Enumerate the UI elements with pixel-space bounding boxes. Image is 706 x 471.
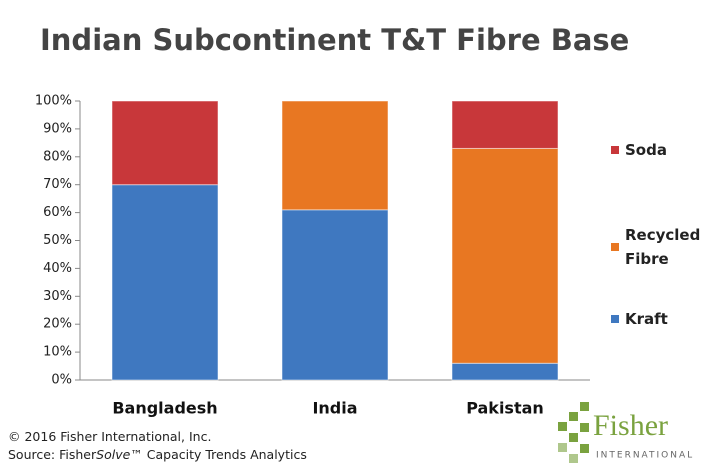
- y-tick-label: 30%: [43, 289, 72, 304]
- legend-swatch: [611, 243, 619, 251]
- legend-label: Recycled Fibre: [625, 226, 701, 268]
- copyright: © 2016 Fisher International, Inc.: [8, 429, 212, 444]
- logo-sub: INTERNATIONAL: [596, 451, 694, 461]
- y-tick-label: 100%: [35, 94, 72, 109]
- y-tick-label: 20%: [43, 317, 72, 332]
- legend-swatch: [611, 315, 619, 323]
- legend-swatch: [611, 146, 619, 154]
- source-prefix: Source: Fisher: [8, 447, 97, 462]
- source: Source: FisherSolve™ Capacity Trends Ana…: [8, 447, 307, 462]
- source-italic: Solve: [96, 447, 131, 462]
- x-tick-label: India: [312, 399, 357, 418]
- y-tick-label: 10%: [43, 345, 72, 360]
- logo-name: Fisher: [593, 409, 668, 442]
- y-tick-label: 40%: [43, 261, 72, 276]
- y-tick-label: 0%: [51, 373, 72, 388]
- logo-icon: [558, 402, 589, 463]
- legend-label: Soda: [625, 141, 667, 159]
- bar-segment: [111, 100, 219, 186]
- y-tick-label: 60%: [43, 205, 72, 220]
- bar-segment: [451, 362, 559, 381]
- x-tick-label: Pakistan: [466, 399, 544, 418]
- x-tick-label: Bangladesh: [112, 399, 217, 418]
- bar-segment: [111, 184, 219, 381]
- source-suffix: ™ Capacity Trends Analytics: [130, 447, 307, 462]
- bar-segment: [451, 100, 559, 149]
- y-tick-label: 90%: [43, 121, 72, 136]
- bar-segment: [281, 209, 389, 381]
- bar-segment: [451, 147, 559, 364]
- y-tick-label: 70%: [43, 177, 72, 192]
- chart-title: Indian Subcontinent T&T Fibre Base: [40, 23, 629, 57]
- y-tick-label: 50%: [43, 233, 72, 248]
- y-tick-label: 80%: [43, 149, 72, 164]
- bar-segment: [281, 100, 389, 211]
- legend-label: Kraft: [625, 310, 668, 328]
